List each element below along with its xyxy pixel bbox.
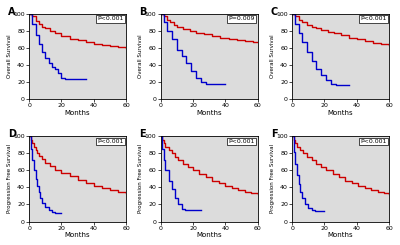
Text: P<0.001: P<0.001 — [360, 139, 386, 144]
X-axis label: Months: Months — [196, 232, 222, 238]
Text: P<0.001: P<0.001 — [97, 139, 123, 144]
Text: C: C — [271, 7, 278, 17]
Text: P<0.001: P<0.001 — [360, 16, 386, 21]
Text: P<0.001: P<0.001 — [97, 16, 123, 21]
X-axis label: Months: Months — [65, 110, 90, 116]
Text: P<0.001: P<0.001 — [228, 139, 255, 144]
Text: E: E — [139, 130, 146, 139]
Y-axis label: Overall Survival: Overall Survival — [7, 35, 12, 78]
X-axis label: Months: Months — [328, 110, 354, 116]
Text: F: F — [271, 130, 277, 139]
Y-axis label: Progression Free Survival: Progression Free Survival — [270, 144, 275, 213]
Text: B: B — [139, 7, 147, 17]
Y-axis label: Progression Free Survival: Progression Free Survival — [138, 144, 144, 213]
X-axis label: Months: Months — [328, 232, 354, 238]
Text: P=0.009: P=0.009 — [228, 16, 255, 21]
Y-axis label: Progression Free Survival: Progression Free Survival — [7, 144, 12, 213]
Y-axis label: Overall Survival: Overall Survival — [138, 35, 144, 78]
X-axis label: Months: Months — [65, 232, 90, 238]
Y-axis label: Overall Survival: Overall Survival — [270, 35, 275, 78]
Text: D: D — [8, 130, 16, 139]
Text: A: A — [8, 7, 15, 17]
X-axis label: Months: Months — [196, 110, 222, 116]
